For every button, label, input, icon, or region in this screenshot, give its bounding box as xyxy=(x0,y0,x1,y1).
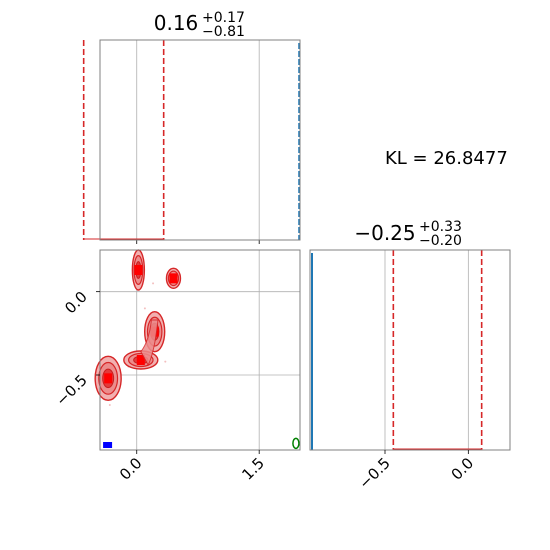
marginal-y-title: −0.25 xyxy=(354,221,415,245)
joint-sample-point xyxy=(143,307,146,310)
contour-peak xyxy=(104,373,113,384)
joint-frame xyxy=(99,249,301,451)
marginal-y-frame xyxy=(309,249,511,451)
joint-contour-bridge xyxy=(140,319,159,367)
marginal-y-title-minus: −0.20 xyxy=(419,233,462,249)
contour-peak xyxy=(169,273,178,284)
marginal-x-frame xyxy=(99,39,301,241)
joint-x-tick-label: 0.0 xyxy=(116,454,146,484)
marginal-x-panel xyxy=(82,39,301,244)
kl-annotation: KL = 26.8477 xyxy=(385,148,508,169)
joint-contour-blob xyxy=(165,267,182,290)
joint-x-tick-label: 1.5 xyxy=(238,454,268,484)
marginal-y-tick-label: 0.0 xyxy=(448,454,478,484)
joint-sample-point xyxy=(164,360,167,363)
joint-panel: 0.0 1.5 0.0 −0.5 xyxy=(52,249,301,484)
joint-contour-blob xyxy=(94,355,122,402)
joint-y-tick-label: −0.5 xyxy=(52,371,90,409)
marginal-x-title: 0.16 xyxy=(154,11,199,35)
contour-peak xyxy=(134,265,143,275)
marginal-x-title-plus: +0.17 xyxy=(202,10,245,26)
joint-sample-point xyxy=(152,282,155,285)
marginal-y-tick-label: −0.5 xyxy=(355,454,393,492)
marginal-y-title-plus: +0.33 xyxy=(419,219,462,235)
joint-y-tick-label: 0.0 xyxy=(61,288,91,318)
joint-blue-marker xyxy=(103,442,113,448)
joint-sample-point xyxy=(108,404,111,406)
marginal-y-panel: −0.5 0.0 xyxy=(309,249,511,493)
marginal-x-title-minus: −0.81 xyxy=(202,24,245,40)
contour-peak xyxy=(136,355,145,365)
joint-contour-blob xyxy=(131,249,146,291)
joint-green-marker xyxy=(292,437,300,450)
